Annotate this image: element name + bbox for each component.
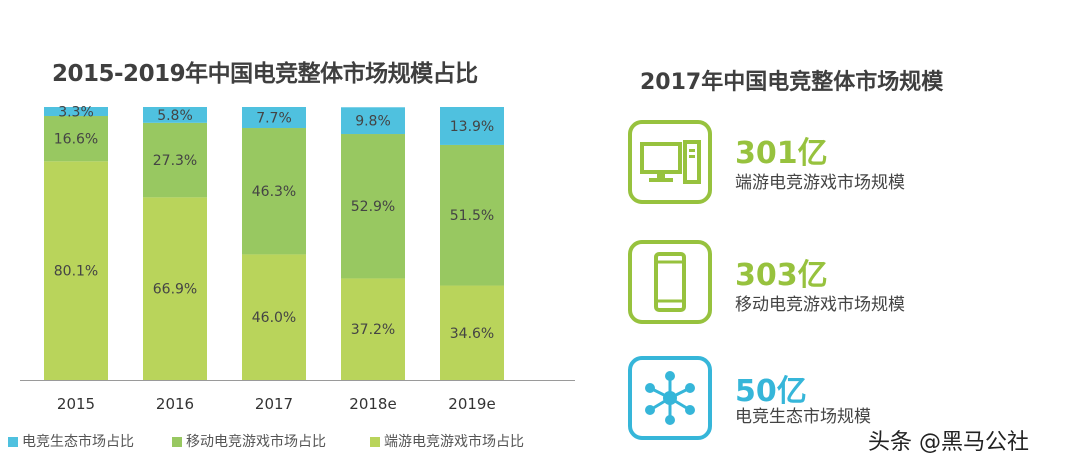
network-hub-icon bbox=[628, 356, 712, 440]
bar-segment-2016-1 bbox=[143, 122, 207, 198]
legend-item: 电竞生态市场占比 bbox=[8, 431, 134, 451]
bar-segment-2019e-2 bbox=[440, 107, 504, 145]
legend-swatch bbox=[172, 437, 182, 447]
bar-segment-2016-0 bbox=[143, 197, 207, 380]
bar-segment-2019e-1 bbox=[440, 144, 504, 286]
data-label-2018e-2: 9.8% bbox=[355, 114, 391, 130]
data-label-2015-2: 3.3% bbox=[58, 105, 94, 121]
data-label-2016-0: 66.9% bbox=[153, 282, 197, 298]
bar-segment-2017-2 bbox=[242, 107, 306, 129]
data-label-2017-1: 46.3% bbox=[252, 184, 296, 200]
data-label-2016-2: 5.8% bbox=[157, 108, 193, 124]
data-label-2015-1: 16.6% bbox=[54, 132, 98, 148]
legend-swatch bbox=[370, 437, 380, 447]
bar-segment-2015-0 bbox=[44, 161, 108, 380]
stat-label-mobile: 移动电竞游戏市场规模 bbox=[735, 295, 905, 315]
data-label-2017-0: 46.0% bbox=[252, 310, 296, 326]
legend-item: 移动电竞游戏市场占比 bbox=[172, 431, 326, 451]
bar-segment-2015-1 bbox=[44, 116, 108, 162]
data-label-2019e-2: 13.9% bbox=[450, 119, 494, 135]
x-tick-label: 2017 bbox=[255, 395, 293, 413]
x-tick-label: 2016 bbox=[156, 395, 194, 413]
x-tick-label: 2015 bbox=[57, 395, 95, 413]
stat-value-pc: 301亿 bbox=[735, 136, 828, 171]
stat-label-ecosystem: 电竞生态市场规模 bbox=[735, 407, 871, 427]
stat-value-mobile: 303亿 bbox=[735, 258, 828, 293]
data-label-2017-2: 7.7% bbox=[256, 111, 292, 127]
bar-segment-2017-1 bbox=[242, 128, 306, 255]
bar-segment-2016-2 bbox=[143, 107, 207, 123]
bar-segment-2019e-0 bbox=[440, 285, 504, 380]
mobile-phone-icon bbox=[628, 240, 712, 324]
chart-title: 2015-2019年中国电竞整体市场规模占比 bbox=[52, 61, 478, 87]
data-label-2019e-1: 51.5% bbox=[450, 208, 494, 224]
x-tick-label: 2019e bbox=[448, 395, 495, 413]
bar-segment-2018e-0 bbox=[341, 278, 405, 380]
desktop-computer-icon bbox=[628, 120, 712, 204]
bar-segment-2017-0 bbox=[242, 254, 306, 380]
legend-swatch bbox=[8, 437, 18, 447]
legend-label: 端游电竞游戏市场占比 bbox=[384, 434, 524, 450]
x-tick-label: 2018e bbox=[349, 395, 396, 413]
bar-segment-2018e-1 bbox=[341, 134, 405, 279]
data-label-2016-1: 27.3% bbox=[153, 153, 197, 169]
legend-label: 移动电竞游戏市场占比 bbox=[186, 434, 326, 450]
bar-segment-2018e-2 bbox=[341, 107, 405, 135]
legend-item: 端游电竞游戏市场占比 bbox=[370, 431, 524, 451]
watermark: 头条 @黑马公社 bbox=[868, 430, 1029, 455]
right-panel-title: 2017年中国电竞整体市场规模 bbox=[640, 70, 944, 95]
data-label-2015-0: 80.1% bbox=[54, 264, 98, 280]
data-label-2018e-1: 52.9% bbox=[351, 199, 395, 215]
stacked-bar-chart: 80.1% 16.6% 3.3% 2015 66.9% 27.3% 5.8% 2016 46.0… bbox=[20, 105, 575, 413]
data-label-2019e-0: 34.6% bbox=[450, 326, 494, 342]
bar-segment-2015-2 bbox=[44, 107, 108, 117]
stat-value-ecosystem: 50亿 bbox=[735, 374, 807, 409]
data-label-2018e-0: 37.2% bbox=[351, 322, 395, 338]
legend-label: 电竞生态市场占比 bbox=[22, 434, 134, 450]
stat-label-pc: 端游电竞游戏市场规模 bbox=[735, 173, 905, 193]
